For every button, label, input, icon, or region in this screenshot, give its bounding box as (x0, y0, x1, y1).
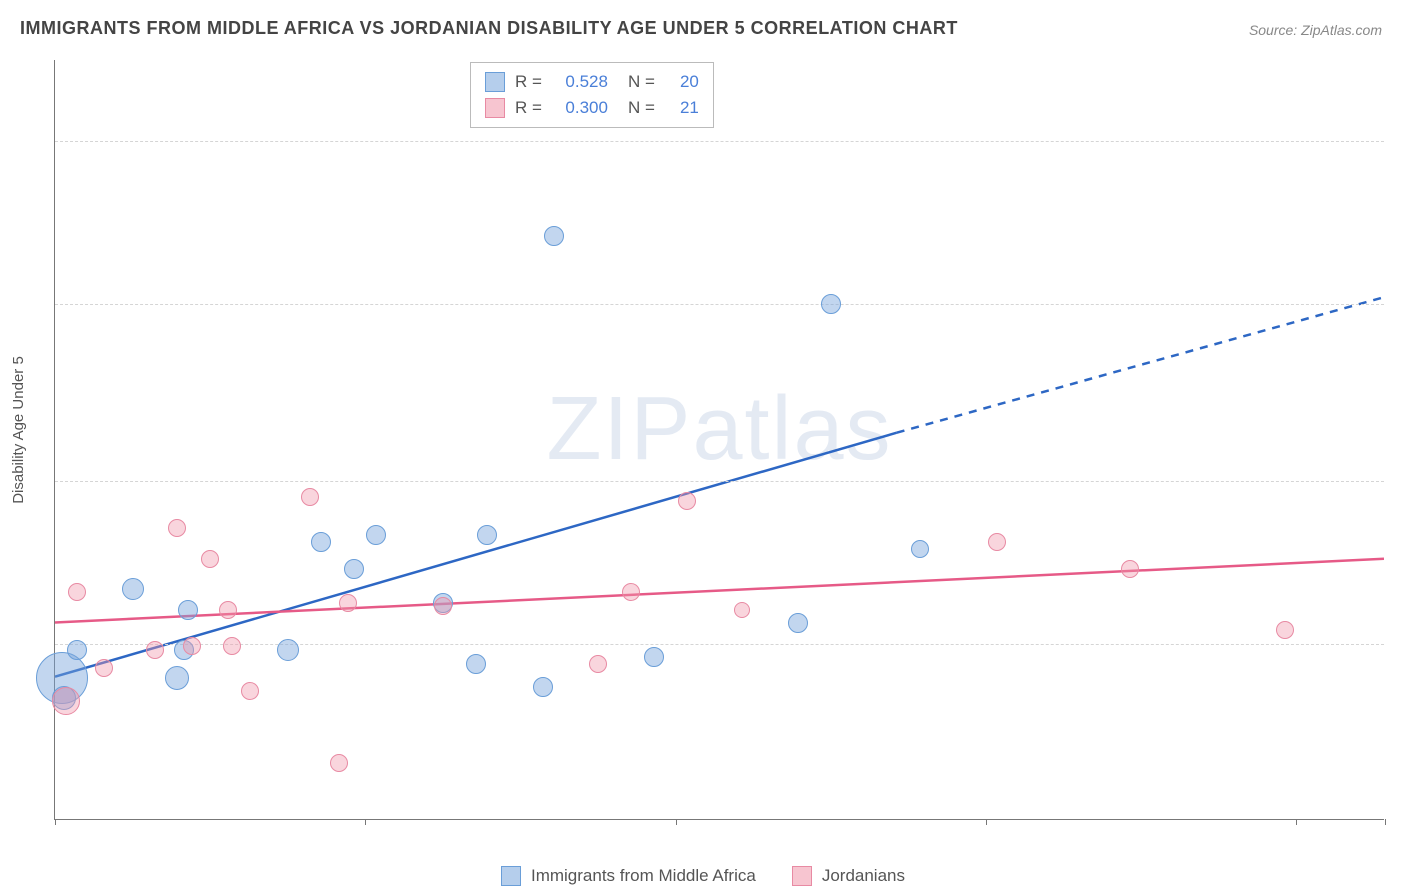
x-tick (676, 819, 677, 825)
x-tick (1296, 819, 1297, 825)
data-point (178, 600, 198, 620)
data-point (678, 492, 696, 510)
data-point (67, 640, 87, 660)
data-point (241, 682, 259, 700)
chart-title: IMMIGRANTS FROM MIDDLE AFRICA VS JORDANI… (20, 18, 958, 39)
x-tick (986, 819, 987, 825)
legend-n-label: N = (628, 72, 655, 92)
correlation-legend: R = 0.528 N = 20 R = 0.300 N = 21 (470, 62, 714, 128)
y-tick-label: 2.5% (1390, 472, 1406, 490)
data-point (311, 532, 331, 552)
data-point (1121, 560, 1139, 578)
legend-item: Jordanians (792, 866, 905, 886)
legend-label: Immigrants from Middle Africa (531, 866, 756, 886)
data-point (183, 637, 201, 655)
legend-r-label: R = (515, 72, 542, 92)
data-point (644, 647, 664, 667)
data-point (533, 677, 553, 697)
data-point (466, 654, 486, 674)
data-point (1276, 621, 1294, 639)
data-point (734, 602, 750, 618)
data-point (788, 613, 808, 633)
y-tick-label: 1.3% (1390, 635, 1406, 653)
legend-swatch (485, 72, 505, 92)
data-point (988, 533, 1006, 551)
data-point (168, 519, 186, 537)
gridline-h (55, 644, 1384, 645)
data-point (477, 525, 497, 545)
data-point (821, 294, 841, 314)
data-point (223, 637, 241, 655)
watermark: ZIPatlas (546, 378, 892, 481)
data-point (344, 559, 364, 579)
data-point (52, 687, 80, 715)
x-tick (365, 819, 366, 825)
legend-r-value: 0.528 (552, 72, 608, 92)
data-point (219, 601, 237, 619)
trend-line (55, 559, 1384, 623)
series-legend: Immigrants from Middle Africa Jordanians (0, 866, 1406, 886)
data-point (434, 597, 452, 615)
legend-r-label: R = (515, 98, 542, 118)
data-point (339, 594, 357, 612)
gridline-h (55, 304, 1384, 305)
legend-r-value: 0.300 (552, 98, 608, 118)
legend-item: Immigrants from Middle Africa (501, 866, 756, 886)
gridline-h (55, 481, 1384, 482)
data-point (589, 655, 607, 673)
legend-row: R = 0.300 N = 21 (485, 95, 699, 121)
trend-lines-layer (55, 60, 1384, 819)
legend-swatch (501, 866, 521, 886)
data-point (544, 226, 564, 246)
data-point (911, 540, 929, 558)
data-point (201, 550, 219, 568)
data-point (122, 578, 144, 600)
y-axis-label: Disability Age Under 5 (10, 356, 27, 504)
legend-n-value: 21 (665, 98, 699, 118)
y-tick-label: 3.8% (1390, 295, 1406, 313)
gridline-h (55, 141, 1384, 142)
data-point (277, 639, 299, 661)
data-point (146, 641, 164, 659)
trend-line (897, 297, 1384, 433)
legend-n-value: 20 (665, 72, 699, 92)
legend-n-label: N = (628, 98, 655, 118)
data-point (301, 488, 319, 506)
data-point (68, 583, 86, 601)
data-point (330, 754, 348, 772)
x-tick (55, 819, 56, 825)
x-tick (1385, 819, 1386, 825)
legend-label: Jordanians (822, 866, 905, 886)
plot-area: ZIPatlas 1.3%2.5%3.8% (54, 60, 1384, 820)
legend-swatch (485, 98, 505, 118)
legend-row: R = 0.528 N = 20 (485, 69, 699, 95)
source-attribution: Source: ZipAtlas.com (1249, 22, 1382, 38)
data-point (622, 583, 640, 601)
legend-swatch (792, 866, 812, 886)
data-point (366, 525, 386, 545)
data-point (95, 659, 113, 677)
data-point (165, 666, 189, 690)
